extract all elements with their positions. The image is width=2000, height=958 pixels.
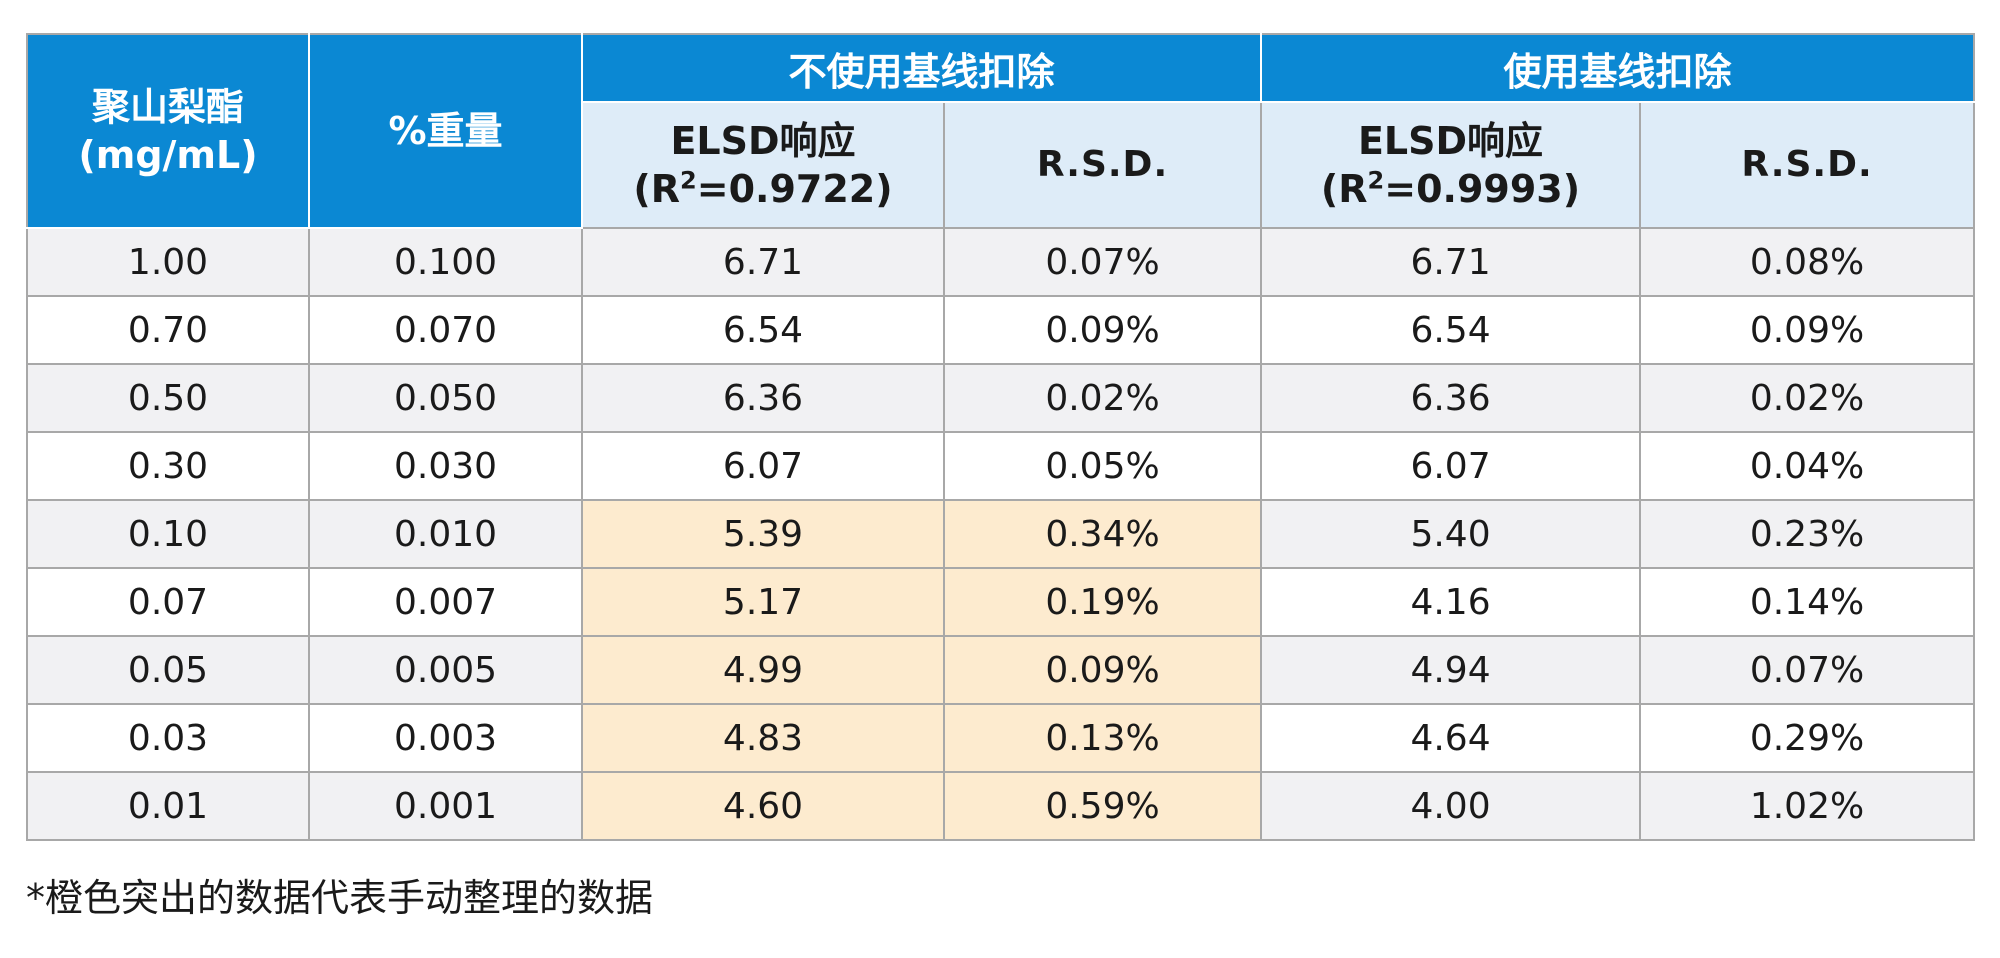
table-header: 聚山梨酯 (mg/mL) %重量 不使用基线扣除 使用基线扣除 ELSD响应 (… [27,34,1976,229]
cell-g1-rsd-highlighted: 0.34% [942,499,1263,569]
cell-g2-rsd: 0.02% [1639,363,1976,433]
cell-g2-rsd: 0.09% [1639,295,1976,365]
cell-g1-elsd: 6.71 [581,227,945,297]
cell-g2-elsd: 5.40 [1260,499,1642,569]
cell-weight: 0.010 [308,499,583,569]
cell-weight: 0.050 [308,363,583,433]
header-group-no-baseline-label: 不使用基线扣除 [788,49,1055,94]
header-g1-elsd: ELSD响应 (R2=0.9722) [581,102,945,229]
cell-g1-rsd-highlighted: 0.59% [942,771,1263,841]
header-group-baseline-label: 使用基线扣除 [1503,49,1732,94]
table-row: 0.50 0.050 6.36 0.02% 6.36 0.02% [26,363,1976,433]
cell-g1-elsd: 6.54 [581,295,945,365]
cell-g1-rsd: 0.09% [942,295,1263,365]
cell-concentration: 0.01 [26,771,310,841]
cell-g1-elsd-highlighted: 4.60 [581,771,945,841]
cell-g1-rsd: 0.02% [942,363,1263,433]
cell-g2-rsd: 0.07% [1639,635,1976,705]
cell-g1-elsd: 6.36 [581,363,945,433]
header-g2-rsd: R.S.D. [1639,102,1976,229]
cell-g2-elsd: 4.94 [1260,635,1642,705]
cell-g2-elsd: 6.07 [1260,431,1642,501]
cell-g1-rsd-highlighted: 0.09% [942,635,1263,705]
cell-g1-rsd: 0.05% [942,431,1263,501]
cell-g2-rsd: 1.02% [1639,771,1976,841]
results-table: 聚山梨酯 (mg/mL) %重量 不使用基线扣除 使用基线扣除 ELSD响应 (… [26,33,1976,841]
header-g2-elsd-label: ELSD响应 [1357,119,1544,163]
header-group-baseline: 使用基线扣除 [1260,34,1975,103]
cell-g1-rsd-highlighted: 0.13% [942,703,1263,773]
cell-g1-elsd-highlighted: 5.17 [581,567,945,637]
header-g2-rsd-label: R.S.D. [1741,144,1873,185]
cell-weight: 0.007 [308,567,583,637]
header-g1-elsd-label: ELSD响应 [670,119,856,163]
header-row-sub: ELSD响应 (R2=0.9722) R.S.D. ELSD响应 (R2=0.9… [27,102,1976,229]
cell-concentration: 0.10 [26,499,310,569]
cell-g2-rsd: 0.04% [1639,431,1976,501]
cell-concentration: 1.00 [26,227,310,297]
cell-g2-elsd: 4.00 [1260,771,1642,841]
header-weight-percent: %重量 [308,34,583,229]
cell-g2-rsd: 0.08% [1639,227,1976,297]
cell-weight: 0.003 [308,703,583,773]
results-table-container: 聚山梨酯 (mg/mL) %重量 不使用基线扣除 使用基线扣除 ELSD响应 (… [26,33,1976,841]
table-row: 0.30 0.030 6.07 0.05% 6.07 0.04% [26,431,1976,501]
table-row: 0.01 0.001 4.60 0.59% 4.00 1.02% [26,771,1976,841]
table-row: 0.03 0.003 4.83 0.13% 4.64 0.29% [26,703,1976,773]
cell-g1-elsd: 6.07 [581,431,945,501]
cell-g1-rsd-highlighted: 0.19% [942,567,1263,637]
cell-concentration: 0.07 [26,567,310,637]
table-row: 0.07 0.007 5.17 0.19% 4.16 0.14% [26,567,1976,637]
cell-weight: 0.001 [308,771,583,841]
cell-g1-rsd: 0.07% [942,227,1263,297]
cell-concentration: 0.30 [26,431,310,501]
header-row-top: 聚山梨酯 (mg/mL) %重量 不使用基线扣除 使用基线扣除 [27,34,1975,229]
table-row: 1.00 0.100 6.71 0.07% 6.71 0.08% [26,227,1976,297]
cell-g1-elsd-highlighted: 5.39 [581,499,945,569]
cell-weight: 0.030 [308,431,583,501]
table-row: 0.70 0.070 6.54 0.09% 6.54 0.09% [26,295,1976,365]
cell-concentration: 0.70 [26,295,310,365]
header-g2-r2: (R2=0.9993) [1320,166,1581,211]
cell-weight: 0.005 [308,635,583,705]
header-group-no-baseline: 不使用基线扣除 [580,34,1263,103]
header-g1-r2: (R2=0.9722) [633,166,893,211]
header-g1-rsd: R.S.D. [942,102,1263,229]
header-polysorbate-concentration: 聚山梨酯 (mg/mL) [27,34,310,229]
header-polysorbate-unit: (mg/mL) [78,133,258,177]
table-row: 0.05 0.005 4.99 0.09% 4.94 0.07% [26,635,1976,705]
cell-g1-elsd-highlighted: 4.99 [581,635,945,705]
cell-concentration: 0.05 [26,635,310,705]
header-weight-percent-label: %重量 [388,109,503,153]
table-row: 0.10 0.010 5.39 0.34% 5.40 0.23% [26,499,1976,569]
table-body: 1.00 0.100 6.71 0.07% 6.71 0.08% 0.70 0.… [26,227,1976,841]
cell-g2-rsd: 0.29% [1639,703,1976,773]
cell-concentration: 0.03 [26,703,310,773]
cell-concentration: 0.50 [26,363,310,433]
header-g1-rsd-label: R.S.D. [1036,144,1169,185]
header-g2-elsd: ELSD响应 (R2=0.9993) [1260,102,1642,229]
cell-g2-elsd: 4.64 [1260,703,1642,773]
cell-g2-elsd: 4.16 [1260,567,1642,637]
cell-weight: 0.070 [308,295,583,365]
cell-g2-elsd: 6.71 [1260,227,1642,297]
cell-g2-elsd: 6.36 [1260,363,1642,433]
cell-g2-rsd: 0.14% [1639,567,1976,637]
header-polysorbate-label: 聚山梨酯 [91,85,244,129]
footnote: *橙色突出的数据代表手动整理的数据 [26,876,654,920]
cell-g2-rsd: 0.23% [1639,499,1976,569]
cell-g1-elsd-highlighted: 4.83 [581,703,945,773]
cell-g2-elsd: 6.54 [1260,295,1642,365]
cell-weight: 0.100 [308,227,583,297]
